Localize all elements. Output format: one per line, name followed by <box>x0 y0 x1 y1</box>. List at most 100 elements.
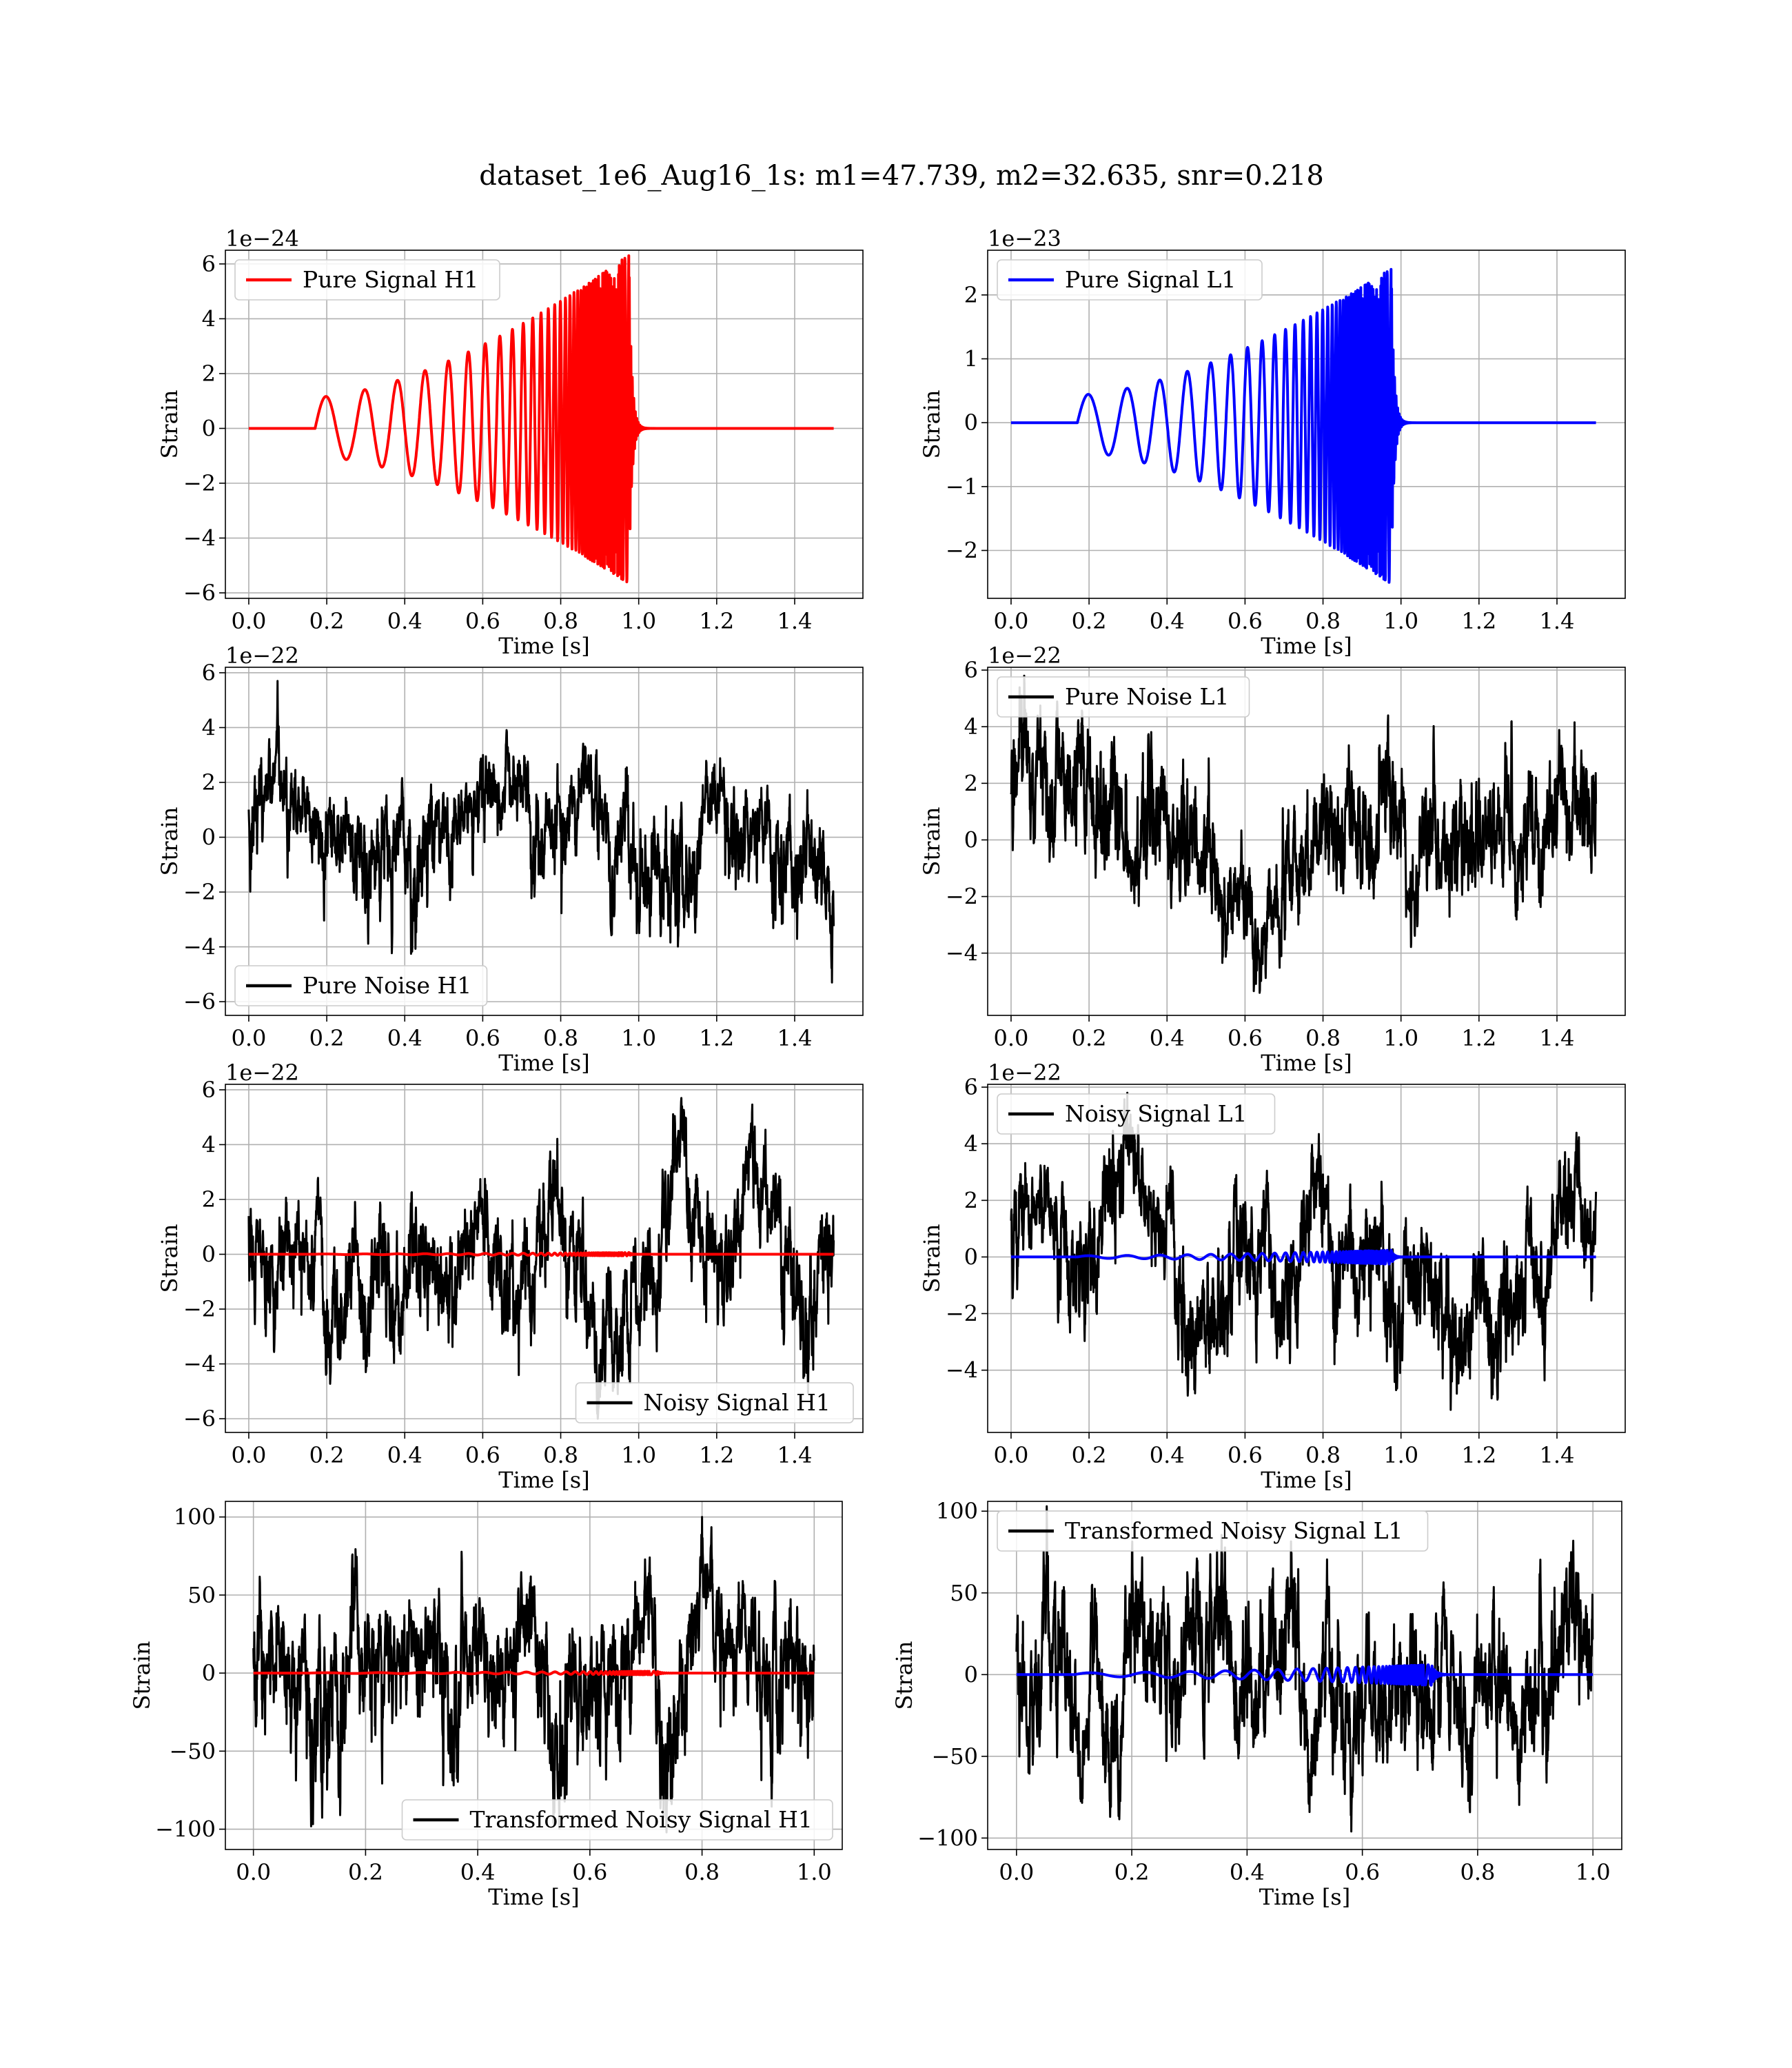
legend-box <box>234 259 500 301</box>
x-tick-label: 0.2 <box>1072 1442 1107 1468</box>
legend-box <box>575 1382 854 1423</box>
legend-label: Pure Signal L1 <box>1065 266 1236 293</box>
x-tick-label: 1.2 <box>1461 1442 1496 1468</box>
x-axis-label: Time [s] <box>498 1050 589 1076</box>
y-axis-label: Strain <box>919 807 945 876</box>
x-tick-label: 0.0 <box>236 1859 271 1885</box>
axes-frame <box>225 250 864 599</box>
axes-frame <box>987 250 1626 599</box>
x-tick-label: 0.0 <box>231 1025 266 1051</box>
y-tick-label: 6 <box>202 660 216 686</box>
y-tick-label: −2 <box>946 538 978 564</box>
x-tick-label: 1.2 <box>699 1025 734 1051</box>
legend: Noisy Signal H1 <box>575 1382 854 1423</box>
x-tick-label: 1.0 <box>621 608 656 634</box>
legend-box <box>997 1093 1276 1135</box>
legend-box <box>401 1799 833 1841</box>
axes-frame <box>225 1084 864 1433</box>
x-axis-label: Time [s] <box>1261 633 1352 659</box>
x-tick-label: 1.0 <box>621 1442 656 1468</box>
x-tick-label: 1.2 <box>699 1442 734 1468</box>
x-tick-label: 0.4 <box>1230 1859 1265 1885</box>
y-tick-label: 0 <box>964 1244 978 1270</box>
y-tick-label: 6 <box>202 1077 216 1103</box>
legend-box <box>997 676 1250 718</box>
y-tick-label: 0 <box>202 824 216 851</box>
axes-frame <box>225 1501 843 1850</box>
y-tick-label: −1 <box>946 474 978 500</box>
y-tick-label: −4 <box>946 940 978 966</box>
y-tick-label: 2 <box>964 770 978 796</box>
y-axis-label: Strain <box>156 807 183 876</box>
y-offset-label: 1e−22 <box>225 642 299 669</box>
y-tick-label: 50 <box>187 1582 216 1608</box>
x-tick-label: 1.2 <box>699 608 734 634</box>
legend-label: Noisy Signal H1 <box>644 1389 831 1416</box>
series-line-overlay-1 <box>252 1670 815 1676</box>
x-tick-label: 0.6 <box>465 1442 500 1468</box>
y-tick-label: 6 <box>964 1074 978 1100</box>
legend-label: Noisy Signal L1 <box>1065 1100 1248 1127</box>
y-tick-label: 0 <box>964 409 978 436</box>
legend: Pure Signal H1 <box>234 259 500 301</box>
y-tick-label: 1 <box>964 346 978 372</box>
x-tick-label: 0.8 <box>1460 1859 1495 1885</box>
y-axis-label: Strain <box>919 1224 945 1293</box>
x-tick-label: 0.6 <box>465 608 500 634</box>
legend: Pure Noise H1 <box>234 965 488 1006</box>
y-tick-label: −2 <box>183 1296 216 1322</box>
legend-label: Transformed Noisy Signal L1 <box>1065 1517 1403 1544</box>
y-tick-label: 4 <box>202 1131 216 1157</box>
legend: Transformed Noisy Signal L1 <box>997 1510 1429 1552</box>
legend-box <box>234 965 488 1006</box>
y-tick-label: 0 <box>964 1661 978 1687</box>
axes-frame <box>225 667 864 1016</box>
y-tick-label: −4 <box>183 1351 216 1377</box>
x-tick-label: 1.0 <box>1383 1442 1418 1468</box>
y-tick-label: −6 <box>183 989 216 1015</box>
y-tick-label: −100 <box>917 1825 978 1851</box>
y-axis-label: Strain <box>156 390 183 459</box>
axes-frame <box>987 1084 1626 1433</box>
y-tick-label: 100 <box>174 1504 216 1530</box>
y-axis-label: Strain <box>919 390 945 459</box>
x-tick-label: 0.6 <box>1345 1859 1380 1885</box>
x-tick-label: 0.4 <box>387 1442 422 1468</box>
y-tick-label: −2 <box>183 470 216 496</box>
y-tick-label: −50 <box>169 1738 216 1764</box>
axes-frame <box>987 1501 1622 1850</box>
x-tick-label: 0.8 <box>543 1025 578 1051</box>
y-offset-label: 1e−22 <box>225 1060 299 1086</box>
y-tick-label: −2 <box>183 879 216 905</box>
y-tick-label: −6 <box>183 1406 216 1432</box>
series-line-transformed-noisy-signal-h1 <box>252 1516 815 1834</box>
x-axis-label: Time [s] <box>1261 1050 1352 1076</box>
panel-pure-signal-l1: 0.0 0.2 0.4 0.6 0.8 1.0 1.2 1.4 −2 −1 0 1 2 Time [s] S… <box>919 225 1626 659</box>
x-tick-label: 0.2 <box>1072 1025 1107 1051</box>
x-tick-label: 0.8 <box>543 608 578 634</box>
y-tick-label: 6 <box>964 657 978 683</box>
x-tick-label: 0.8 <box>1305 1442 1341 1468</box>
x-tick-label: 0.2 <box>1072 608 1107 634</box>
x-tick-label: 1.2 <box>1461 1025 1496 1051</box>
x-tick-label: 0.8 <box>1305 608 1341 634</box>
x-tick-label: 0.4 <box>1150 608 1185 634</box>
series-line-pure-noise-h1 <box>247 680 835 984</box>
x-tick-label: 0.4 <box>460 1859 496 1885</box>
y-tick-label: 0 <box>202 1241 216 1268</box>
series-line-pure-signal-l1 <box>1010 267 1598 584</box>
panel-pure-noise-l1: 0.0 0.2 0.4 0.6 0.8 1.0 1.2 1.4 −4 −2 0 2 4 6 Time [s]… <box>919 642 1626 1076</box>
y-tick-label: −4 <box>946 1357 978 1383</box>
y-tick-label: −4 <box>183 934 216 960</box>
x-tick-label: 1.4 <box>1540 1025 1575 1051</box>
x-tick-label: 0.6 <box>572 1859 607 1885</box>
series-line-pure-noise-l1 <box>1010 674 1598 994</box>
x-tick-label: 0.2 <box>348 1859 383 1885</box>
legend-label: Pure Signal H1 <box>303 266 478 293</box>
x-tick-label: 0.4 <box>387 1025 422 1051</box>
y-tick-label: 2 <box>202 1186 216 1213</box>
x-tick-label: 0.4 <box>387 608 422 634</box>
x-tick-label: 0.8 <box>1305 1025 1341 1051</box>
y-tick-label: −2 <box>946 884 978 910</box>
